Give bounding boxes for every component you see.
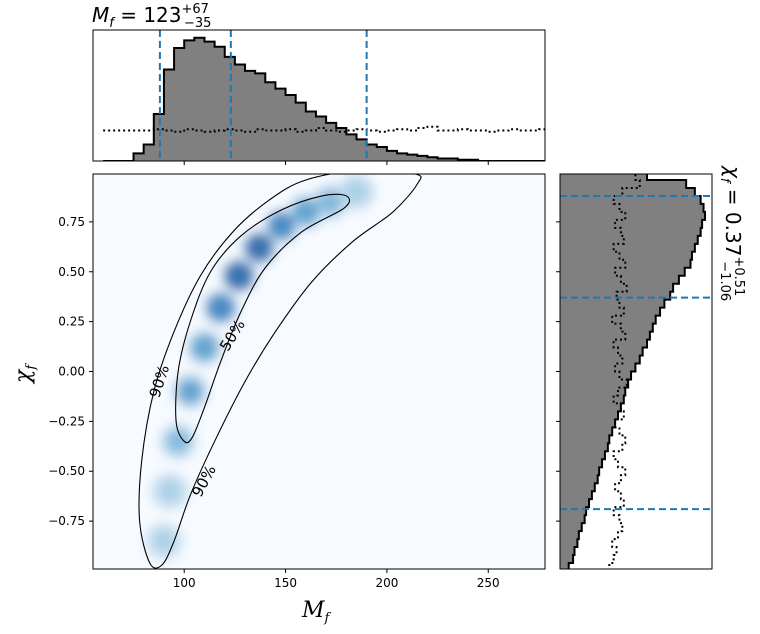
top-marginal-panel: Mf = 123+67 −35: [92, 2, 546, 165]
posterior-histogram-step: [567, 174, 706, 569]
contour-50pct: [175, 193, 351, 444]
density-core: [292, 198, 320, 226]
prior-histogram-step: [608, 174, 641, 569]
density-blobs: [143, 174, 377, 562]
density-core: [165, 429, 191, 454]
density-core: [158, 479, 182, 504]
right-marginal-ticks: [556, 221, 560, 522]
y-tick-label: −0.25: [48, 414, 85, 428]
right-marginal-title: χf = 0.37+0.51−1.06: [717, 165, 746, 301]
right-marginal-histogram: [560, 174, 712, 569]
joint-panel: 90%50%90% 100 150 200 250 0.750.500.250.00−…: [11, 173, 546, 626]
y-tick-label: −0.50: [48, 464, 85, 478]
density-core: [177, 378, 204, 405]
density-core: [191, 334, 218, 361]
y-axis-ticks: 0.75 0.50 0.25 0.00 −0.25 −0.50 −0.75: [48, 215, 93, 528]
top-marginal-histogram: [103, 30, 545, 161]
density-core: [244, 233, 274, 263]
top-marginal-title: Mf = 123+67 −35: [92, 2, 211, 31]
density-core: [152, 529, 176, 553]
density-heatmap: [143, 174, 377, 562]
y-tick-label: −0.75: [48, 514, 85, 528]
posterior-histogram-fill: [103, 37, 545, 161]
density-core: [267, 212, 296, 240]
density-core: [206, 293, 235, 322]
top-marginal-ticks: [183, 161, 489, 165]
x-tick-label: 200: [375, 576, 398, 590]
y-axis-label: χf: [11, 363, 39, 385]
y-tick-label: 0.00: [58, 365, 85, 379]
top-marginal-frame: [92, 29, 546, 162]
x-tick-label: 100: [173, 576, 196, 590]
x-axis-ticks: 100 150 200 250: [173, 569, 500, 590]
right-marginal-panel: χf = 0.37+0.51−1.06: [556, 165, 746, 570]
x-tick-label: 150: [274, 576, 297, 590]
x-axis-label: Mf: [301, 598, 332, 626]
density-core: [344, 179, 369, 204]
credible-contours: [138, 174, 422, 569]
y-tick-label: 0.50: [58, 265, 85, 279]
prior-histogram-step: [103, 125, 545, 133]
density-core: [224, 260, 254, 291]
posterior-histogram-step: [103, 36, 545, 161]
x-tick-label: 250: [477, 576, 500, 590]
contour-90pct: [138, 174, 422, 569]
y-tick-label: 0.75: [58, 215, 85, 229]
y-tick-label: 0.25: [58, 315, 85, 329]
